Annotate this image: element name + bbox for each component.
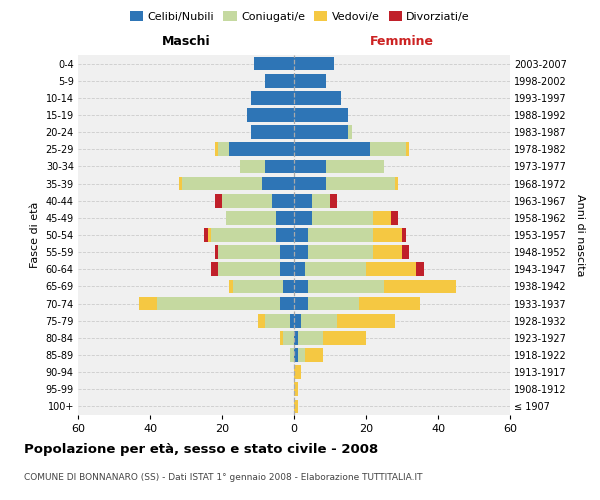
Bar [308, 246, 373, 259]
Bar [294, 194, 312, 207]
Bar [294, 262, 305, 276]
Bar [215, 246, 218, 259]
Bar [402, 228, 406, 242]
Bar [251, 91, 294, 104]
Text: Maschi: Maschi [161, 35, 211, 48]
Bar [312, 194, 330, 207]
Bar [294, 176, 326, 190]
Bar [218, 262, 280, 276]
Bar [294, 74, 326, 88]
Bar [222, 194, 272, 207]
Bar [215, 194, 222, 207]
Bar [283, 331, 294, 344]
Bar [280, 246, 294, 259]
Bar [294, 331, 298, 344]
Bar [308, 296, 359, 310]
Bar [294, 160, 326, 173]
Bar [301, 314, 337, 328]
Bar [294, 382, 298, 396]
Bar [298, 331, 323, 344]
Bar [208, 228, 211, 242]
Bar [218, 246, 280, 259]
Bar [294, 211, 312, 224]
Bar [337, 314, 395, 328]
Bar [226, 211, 276, 224]
Bar [265, 314, 290, 328]
Bar [384, 280, 456, 293]
Bar [326, 160, 384, 173]
Bar [308, 228, 373, 242]
Bar [359, 296, 420, 310]
Bar [229, 142, 294, 156]
Bar [204, 228, 208, 242]
Bar [305, 348, 323, 362]
Bar [157, 296, 280, 310]
Bar [276, 228, 294, 242]
Bar [272, 194, 294, 207]
Bar [294, 56, 334, 70]
Bar [294, 126, 348, 139]
Bar [294, 91, 341, 104]
Bar [308, 280, 384, 293]
Bar [373, 211, 391, 224]
Bar [258, 314, 265, 328]
Bar [294, 348, 298, 362]
Bar [395, 176, 398, 190]
Y-axis label: Anni di nascita: Anni di nascita [575, 194, 586, 276]
Bar [290, 314, 294, 328]
Bar [348, 126, 352, 139]
Bar [294, 314, 301, 328]
Bar [406, 142, 409, 156]
Bar [280, 331, 283, 344]
Y-axis label: Fasce di età: Fasce di età [30, 202, 40, 268]
Bar [251, 126, 294, 139]
Bar [182, 176, 262, 190]
Bar [312, 211, 373, 224]
Bar [229, 280, 233, 293]
Bar [254, 56, 294, 70]
Bar [370, 142, 406, 156]
Bar [139, 296, 157, 310]
Text: Femmine: Femmine [370, 35, 434, 48]
Bar [218, 142, 229, 156]
Bar [294, 400, 298, 413]
Bar [262, 176, 294, 190]
Bar [330, 194, 337, 207]
Bar [366, 262, 416, 276]
Bar [373, 228, 402, 242]
Bar [276, 211, 294, 224]
Bar [294, 296, 308, 310]
Bar [247, 108, 294, 122]
Bar [265, 74, 294, 88]
Bar [298, 348, 305, 362]
Legend: Celibi/Nubili, Coniugati/e, Vedovi/e, Divorziati/e: Celibi/Nubili, Coniugati/e, Vedovi/e, Di… [127, 8, 473, 25]
Bar [323, 331, 366, 344]
Bar [283, 280, 294, 293]
Bar [233, 280, 283, 293]
Bar [280, 262, 294, 276]
Bar [280, 296, 294, 310]
Bar [294, 246, 308, 259]
Bar [373, 246, 402, 259]
Bar [240, 160, 265, 173]
Bar [294, 228, 308, 242]
Bar [294, 108, 348, 122]
Bar [391, 211, 398, 224]
Text: Popolazione per età, sesso e stato civile - 2008: Popolazione per età, sesso e stato civil… [24, 442, 378, 456]
Bar [305, 262, 366, 276]
Bar [211, 262, 218, 276]
Bar [290, 348, 294, 362]
Bar [294, 142, 370, 156]
Bar [179, 176, 182, 190]
Bar [294, 366, 301, 379]
Text: COMUNE DI BONNANARO (SS) - Dati ISTAT 1° gennaio 2008 - Elaborazione TUTTITALIA.: COMUNE DI BONNANARO (SS) - Dati ISTAT 1°… [24, 472, 422, 482]
Bar [294, 280, 308, 293]
Bar [215, 142, 218, 156]
Bar [265, 160, 294, 173]
Bar [211, 228, 276, 242]
Bar [402, 246, 409, 259]
Bar [326, 176, 395, 190]
Bar [416, 262, 424, 276]
